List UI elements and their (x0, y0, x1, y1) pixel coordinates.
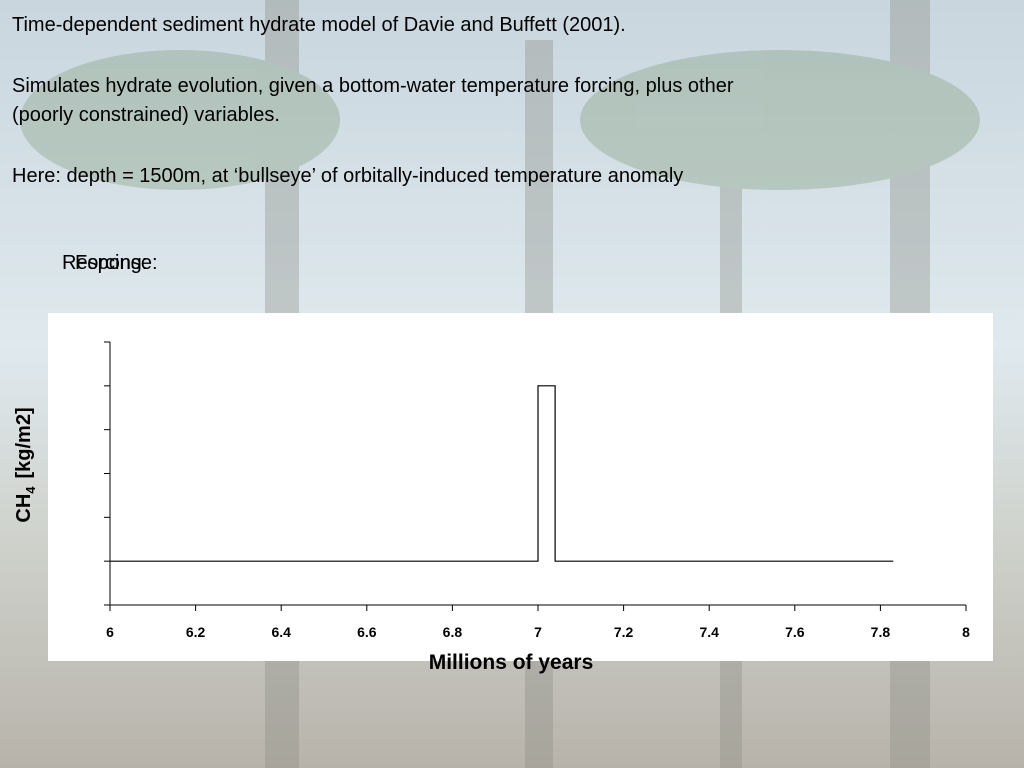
y-label-part: CH (13, 494, 35, 523)
text-line: Time-dependent sediment hydrate model of… (12, 14, 626, 36)
text-line: (poorly constrained) variables. (12, 104, 280, 126)
chart-panel (48, 313, 993, 661)
x-tick-label: 7.4 (699, 624, 719, 640)
x-tick-label: 6 (106, 624, 114, 640)
y-label-sub: 4 (23, 486, 38, 494)
x-tick-label: 7.6 (785, 624, 805, 640)
x-tick-label: 6.2 (186, 624, 206, 640)
y-axis-label: CH4 [kg/m2] (13, 407, 38, 522)
x-tick-label: 8 (962, 624, 970, 640)
x-tick-label: 7.2 (614, 624, 634, 640)
x-tick-label: 6.6 (357, 624, 377, 640)
data-line (110, 385, 894, 562)
x-tick-label: 7.8 (871, 624, 891, 640)
x-tick-label: 6.8 (443, 624, 463, 640)
x-tick-label: 7 (534, 624, 542, 640)
label: Response: (62, 252, 158, 274)
y-label-part: [kg/m2] (13, 407, 35, 478)
x-axis-label: Millions of years (429, 651, 594, 674)
label: Forcing: (75, 252, 147, 274)
text-line: Simulates hydrate evolution, given a bot… (12, 75, 734, 97)
x-tick-label: 6.4 (271, 624, 291, 640)
text-line: Here: depth = 1500m, at ‘bullseye’ of or… (12, 165, 683, 187)
